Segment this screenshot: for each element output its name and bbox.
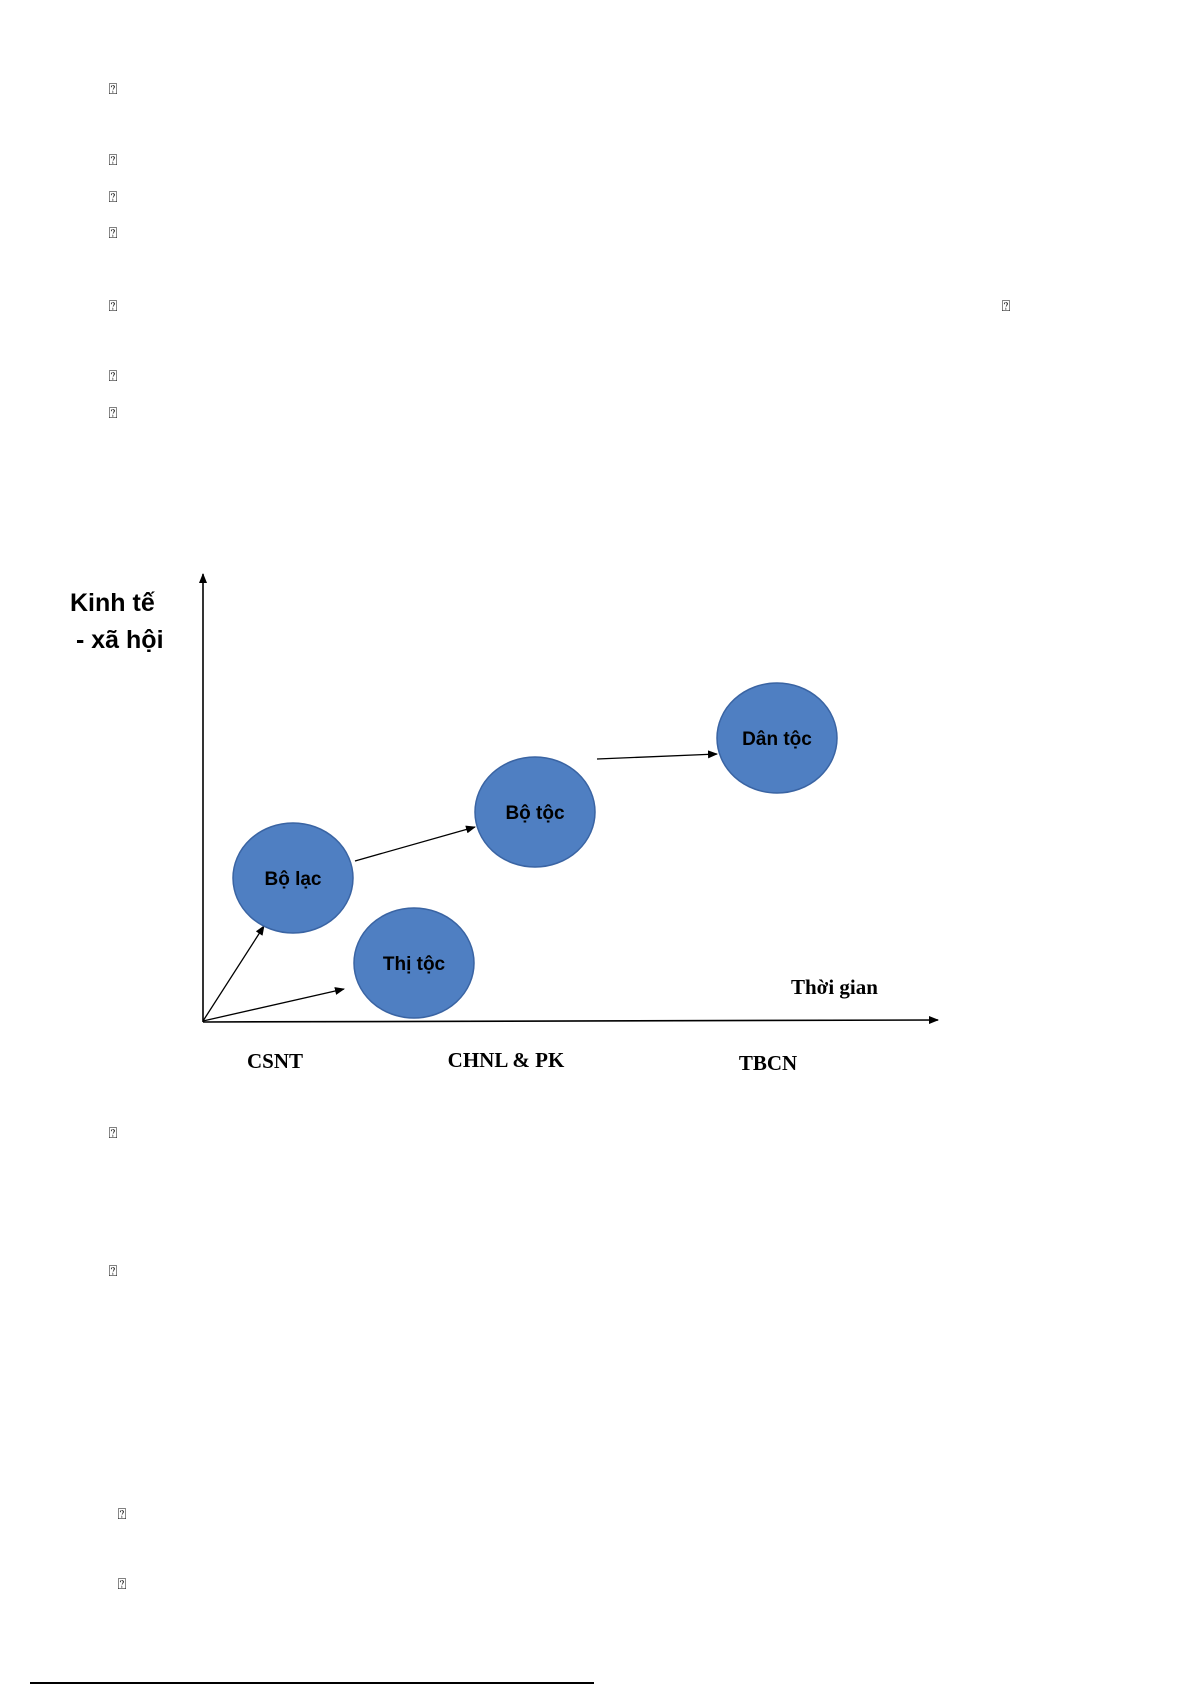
x-axis-title: Thời gian (791, 975, 878, 999)
node-thi-toc: Thị tộc (353, 907, 475, 1019)
arrow-origin-to-bo-lac (202, 925, 265, 1022)
missing-glyph-bullet: ⍰ (108, 224, 118, 242)
missing-glyph-bullet: ⍰ (117, 1575, 127, 1593)
arrow-bo-toc-to-dan-toc (596, 750, 718, 760)
missing-glyph-bullet: ⍰ (108, 367, 118, 385)
era-label-csnt: CSNT (247, 1049, 303, 1073)
node-dan-toc: Dân tộc (716, 682, 838, 794)
missing-glyph-bullet: ⍰ (108, 188, 118, 206)
y-axis-title-line-2: - xã hội (76, 626, 164, 654)
node-bo-toc: Bộ tộc (474, 756, 596, 868)
arrow-origin-to-thi-toc (202, 987, 345, 1022)
node-label: Bộ lạc (264, 869, 321, 890)
missing-glyph-bullet: ⍰ (1001, 297, 1011, 315)
missing-glyph-bullet: ⍰ (117, 1505, 127, 1523)
era-label-chnl-pk: CHNL & PK (448, 1048, 565, 1072)
missing-glyph-bullet: ⍰ (108, 80, 118, 98)
missing-glyph-bullet: ⍰ (108, 297, 118, 315)
node-label: Thị tộc (383, 954, 446, 975)
missing-glyph-bullet: ⍰ (108, 404, 118, 422)
node-bo-lac: Bộ lạc (232, 822, 354, 934)
footnote-rule (30, 1682, 594, 1684)
node-label: Bộ tộc (505, 803, 565, 824)
x-axis (202, 1016, 939, 1025)
arrow-bo-lac-to-bo-toc (354, 825, 476, 862)
missing-glyph-bullet: ⍰ (108, 1124, 118, 1142)
y-axis-title-line-1: Kinh tế (70, 589, 155, 617)
missing-glyph-bullet: ⍰ (108, 1262, 118, 1280)
node-label: Dân tộc (742, 729, 812, 750)
missing-glyph-bullet: ⍰ (108, 151, 118, 169)
era-label-tbcn: TBCN (739, 1051, 797, 1075)
